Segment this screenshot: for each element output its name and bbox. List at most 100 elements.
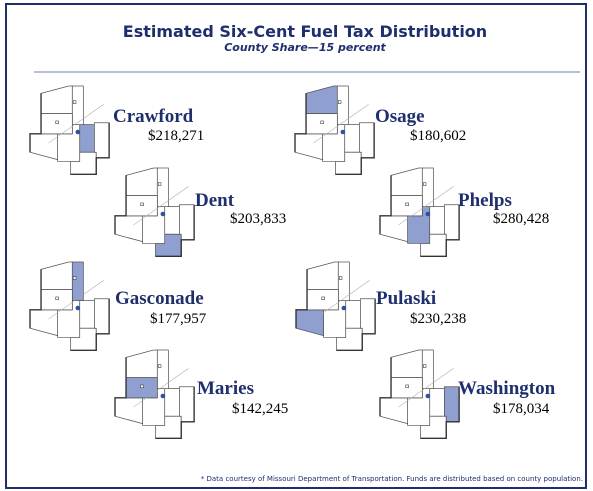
county-shape xyxy=(94,298,110,335)
county-name: Washington xyxy=(458,378,556,399)
county-map xyxy=(295,261,376,352)
frame xyxy=(5,3,587,489)
town xyxy=(157,182,162,186)
county-map xyxy=(114,167,195,258)
county-shape xyxy=(444,204,460,241)
map-edge xyxy=(336,298,376,352)
map-edge xyxy=(114,357,127,417)
county-map xyxy=(29,85,110,176)
county-shape xyxy=(429,206,445,235)
footnote: * Data courtesy of Missouri Department o… xyxy=(201,475,583,483)
interstate xyxy=(160,211,166,217)
subtitle: County Share—15 percent xyxy=(224,41,386,54)
county-map xyxy=(114,349,195,440)
map-edge xyxy=(420,204,460,258)
county-name: Crawford xyxy=(113,106,194,127)
map-edge xyxy=(114,175,127,235)
county-shape xyxy=(359,122,375,159)
county-shape xyxy=(156,167,169,208)
town xyxy=(337,100,342,104)
road xyxy=(313,104,369,144)
county-name: Maries xyxy=(197,378,254,399)
county-shape xyxy=(345,300,361,329)
interstate xyxy=(160,393,166,399)
county-amount: $280,428 xyxy=(493,211,549,227)
title: Estimated Six-Cent Fuel Tax Distribution xyxy=(123,22,487,41)
map-edge xyxy=(379,175,392,235)
county-amount: $178,034 xyxy=(493,401,550,417)
road xyxy=(133,186,189,226)
county-shape xyxy=(429,388,445,417)
county-shape xyxy=(71,261,84,302)
county-shape xyxy=(79,124,95,153)
county-shape xyxy=(79,300,95,329)
road xyxy=(133,368,189,408)
town xyxy=(422,364,427,368)
county-map xyxy=(294,85,375,176)
town xyxy=(72,100,77,104)
county-shape xyxy=(421,349,434,390)
county-map xyxy=(379,167,460,258)
map-edge xyxy=(29,93,42,153)
county-shape xyxy=(337,261,350,302)
town xyxy=(405,384,409,388)
town xyxy=(320,120,324,124)
road xyxy=(48,280,104,320)
map-edge xyxy=(420,386,460,440)
town xyxy=(140,384,144,388)
map-edge xyxy=(29,269,42,329)
county-shape xyxy=(179,386,195,423)
county-shape xyxy=(179,204,195,241)
county-shape xyxy=(444,386,460,423)
county-shape xyxy=(71,85,84,126)
map-edge xyxy=(70,122,110,176)
county-name: Gasconade xyxy=(115,288,204,309)
town xyxy=(72,276,77,280)
county-shape xyxy=(421,167,434,208)
map-edge xyxy=(70,298,110,352)
road xyxy=(48,104,104,144)
map-edge xyxy=(379,357,392,417)
interstate xyxy=(425,393,431,399)
interstate xyxy=(75,129,81,135)
county-name: Pulaski xyxy=(376,288,436,309)
town xyxy=(55,120,59,124)
interstate xyxy=(75,305,81,311)
county-amount: $142,245 xyxy=(232,401,288,417)
map-edge xyxy=(295,269,308,329)
county-name: Dent xyxy=(195,190,235,211)
county-amount: $230,238 xyxy=(410,311,466,327)
county-amount: $203,833 xyxy=(230,211,286,227)
interstate xyxy=(340,129,346,135)
town xyxy=(321,296,325,300)
road xyxy=(398,368,454,408)
county-shape xyxy=(164,206,180,235)
town xyxy=(140,202,144,206)
road xyxy=(314,280,370,320)
town xyxy=(405,202,409,206)
town xyxy=(55,296,59,300)
interstate xyxy=(425,211,431,217)
map-edge xyxy=(155,386,195,440)
county-map xyxy=(379,349,460,440)
county-amount: $180,602 xyxy=(410,128,466,144)
county-name: Osage xyxy=(375,106,425,127)
county-amount: $177,957 xyxy=(150,311,207,327)
town xyxy=(422,182,427,186)
county-shape xyxy=(156,349,169,390)
map-edge xyxy=(294,93,307,153)
road xyxy=(398,186,454,226)
town xyxy=(157,364,162,368)
county-shape xyxy=(344,124,360,153)
interstate xyxy=(341,305,347,311)
county-shape xyxy=(360,298,376,335)
county-name: Phelps xyxy=(458,190,512,211)
map-edge xyxy=(155,204,195,258)
county-shape xyxy=(164,388,180,417)
county-shape xyxy=(336,85,349,126)
county-map xyxy=(29,261,110,352)
county-shape xyxy=(94,122,110,159)
county-amount: $218,271 xyxy=(148,128,204,144)
map-edge xyxy=(335,122,375,176)
